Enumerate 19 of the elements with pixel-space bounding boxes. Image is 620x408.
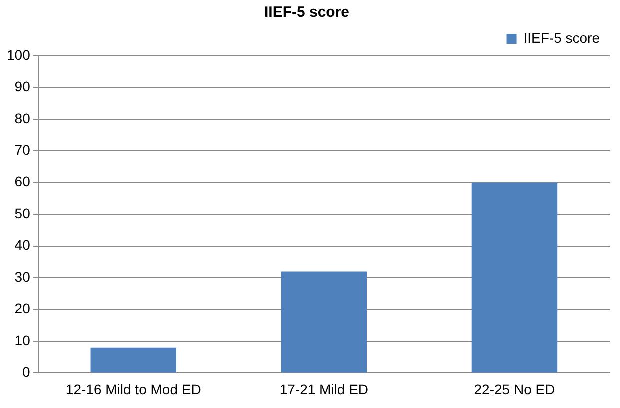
x-tick-label: 22-25 No ED: [474, 381, 556, 398]
y-tick-label: 60: [14, 174, 31, 190]
legend-label: IIEF-5 score: [524, 30, 600, 46]
bar: [90, 348, 177, 373]
y-tick-label: 0: [22, 364, 31, 380]
x-tick-label: 12-16 Mild to Mod ED: [66, 381, 202, 398]
y-tick-label: 20: [14, 300, 31, 317]
y-tick-label: 100: [7, 46, 31, 63]
y-tick-label: 80: [14, 110, 31, 126]
bar: [472, 182, 558, 373]
y-tick-label: 10: [14, 332, 31, 348]
x-tick-label: 17-21 Mild ED: [280, 381, 369, 398]
y-tick-label: 40: [14, 237, 31, 254]
y-tick-label: 70: [14, 142, 31, 158]
bar: [281, 272, 368, 373]
y-tick-label: 90: [14, 78, 31, 95]
y-tick-label: 30: [14, 268, 31, 285]
y-tick-label: 50: [14, 205, 31, 222]
chart-title: IIEF-5 score: [264, 4, 350, 22]
